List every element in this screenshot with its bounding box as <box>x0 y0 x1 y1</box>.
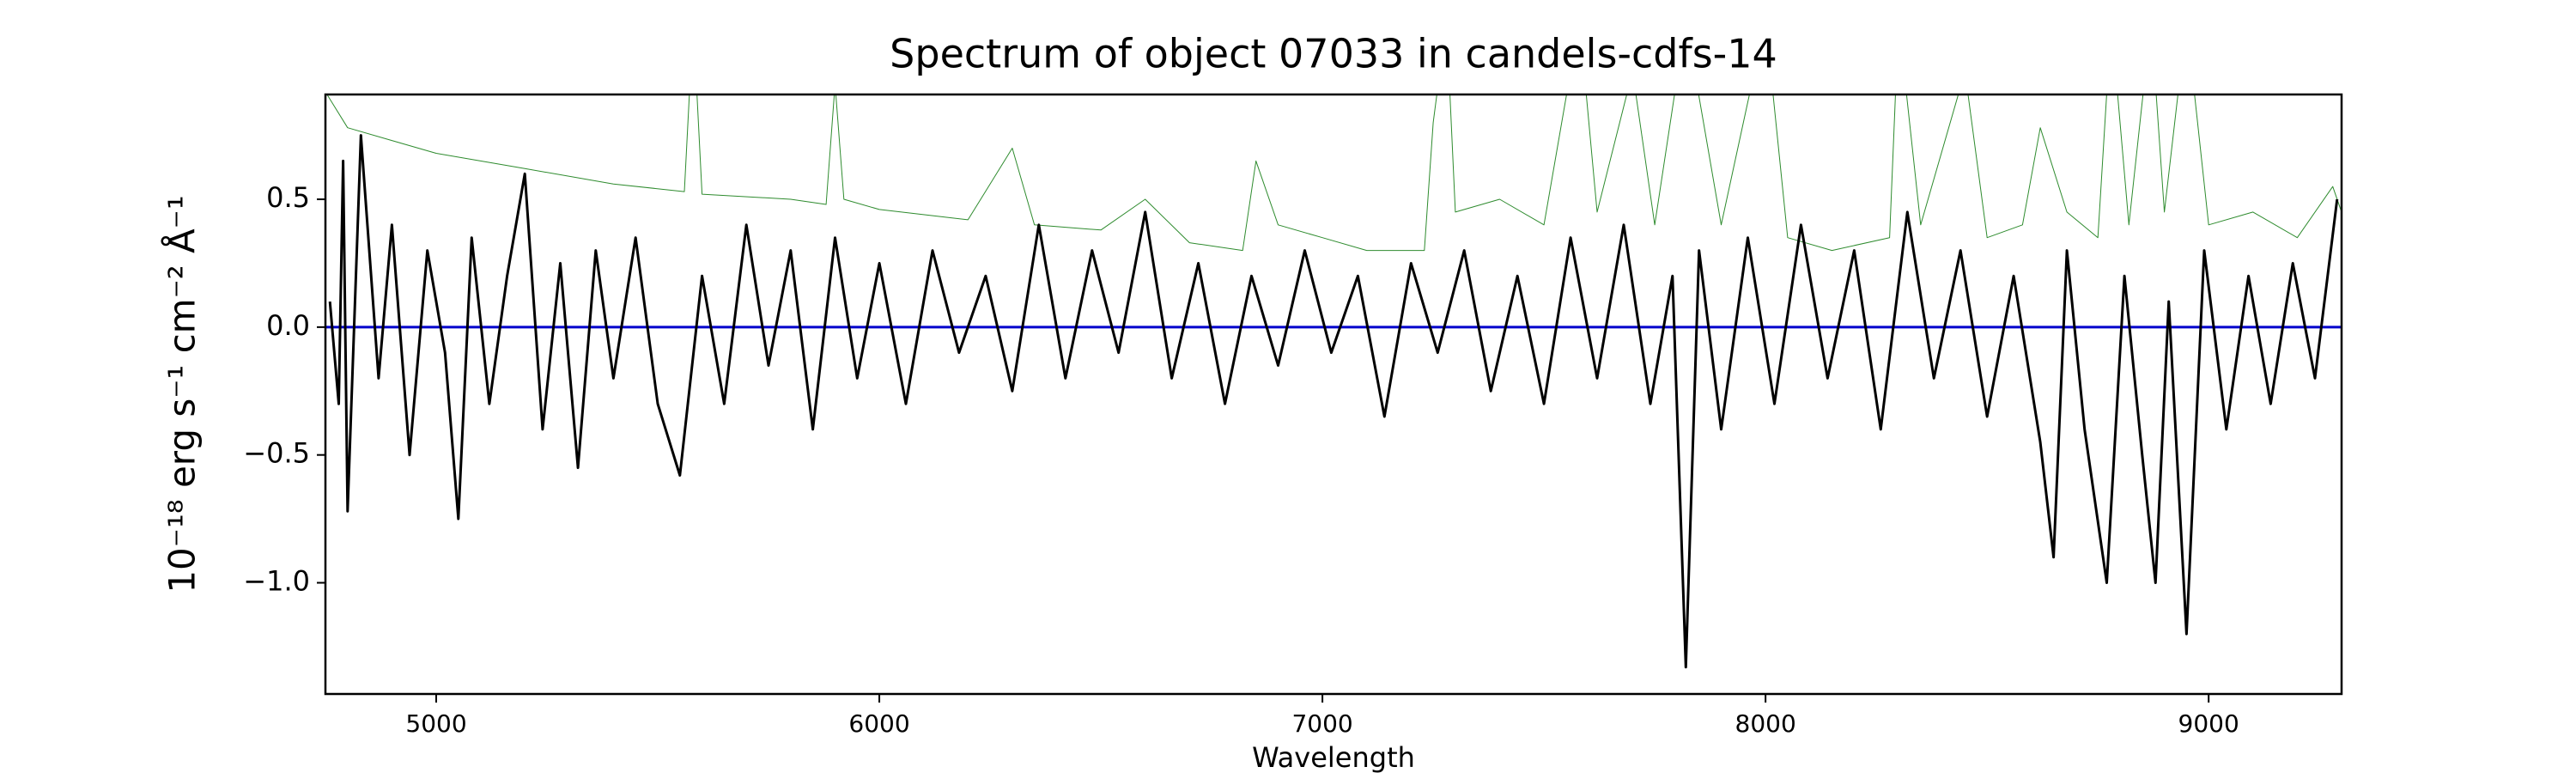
x-tick-label: 5000 <box>405 709 466 738</box>
x-tick-label: 7000 <box>1291 709 1352 738</box>
plot-area <box>325 94 2342 669</box>
x-tick-label: 9000 <box>2178 709 2239 738</box>
series-line <box>328 134 2339 669</box>
x-tick-label: 6000 <box>848 709 909 738</box>
x-axis-label: Wavelength <box>1252 741 1415 773</box>
y-axis-label: 10⁻¹⁸ erg s⁻¹ cm⁻² Å⁻¹ <box>161 195 204 593</box>
axes-frame <box>324 93 2343 696</box>
series-line <box>326 94 2342 252</box>
y-tick-label: −0.5 <box>243 437 310 470</box>
x-tick-label: 8000 <box>1735 709 1796 738</box>
y-tick-label: −1.0 <box>243 565 310 598</box>
y-tick-label: 0.5 <box>266 181 310 214</box>
y-tick-label: 0.0 <box>266 309 310 342</box>
chart-title: Spectrum of object 07033 in candels-cdfs… <box>890 31 1777 77</box>
